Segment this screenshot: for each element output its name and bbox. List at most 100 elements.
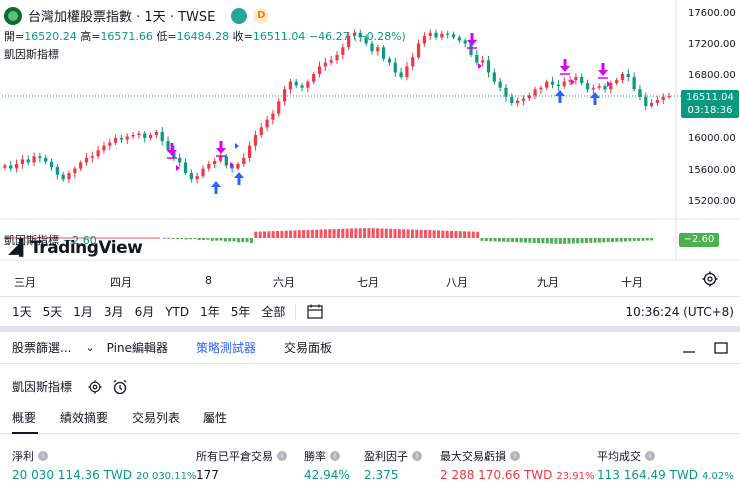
chart-legend: 台灣加權股票指數 · 1天 · TWSE D [4, 6, 270, 25]
tab-strategy-tester[interactable]: 策略測試器 [195, 341, 256, 355]
tf-5y[interactable]: 5年 [230, 305, 251, 319]
oscillator-legend[interactable]: 凱因斯指標 −2.60 [4, 234, 97, 247]
tf-6m[interactable]: 6月 [134, 305, 155, 319]
candle-body [84, 157, 89, 163]
oscillator-bar [624, 238, 628, 242]
tab-trading-panel[interactable]: 交易面板 [283, 341, 332, 355]
candle-body [300, 85, 304, 88]
candle-body [172, 150, 176, 158]
date-range-icon[interactable] [306, 304, 324, 320]
active-tab-indicator [12, 432, 38, 434]
candle-body [615, 80, 619, 84]
oscillator-bar [532, 238, 536, 243]
tf-1d[interactable]: 1天 [12, 305, 32, 319]
signal-marker [478, 63, 482, 69]
sell-signal-arrow [467, 33, 477, 46]
oscillator-bar [302, 230, 306, 238]
tab-pine-editor[interactable]: Pine編輯器 [106, 341, 168, 355]
sell-signal-arrow [216, 141, 226, 154]
candle-body [38, 156, 42, 158]
oscillator-bar [484, 238, 488, 241]
tf-5d[interactable]: 5天 [42, 305, 63, 319]
oscillator-bar [471, 231, 475, 238]
oscillator-bar [263, 231, 266, 238]
tf-3m[interactable]: 3月 [103, 305, 124, 319]
tf-1m[interactable]: 1月 [73, 305, 93, 319]
candle-body [550, 81, 555, 85]
divider [295, 303, 297, 320]
chart-area[interactable]: 台灣加權股票指數 · 1天 · TWSE D 開=16520.24 高=1657… [0, 0, 740, 296]
tab-performance-summary[interactable]: 績效摘要 [60, 411, 109, 425]
candle-body [230, 165, 234, 169]
candle-body [248, 145, 252, 158]
bottom-panel-tabs: 股票篩選... ⌄ Pine編輯器 策略測試器 交易面板 [0, 332, 740, 364]
oscillator-bar [232, 238, 236, 242]
metric-net-profit: 淨利 i 20 030 114.36 TWD 20 030.11% [12, 450, 197, 482]
price-chart[interactable] [0, 0, 740, 296]
oscillator-bar [180, 238, 184, 239]
time-tick: 七月 [357, 276, 379, 289]
candle-body [492, 72, 496, 82]
candle-body [26, 159, 30, 163]
oscillator-bar [219, 238, 223, 241]
oscillator-bar [645, 238, 649, 241]
candle-body [440, 33, 444, 38]
buy-signal-arrow [234, 172, 244, 185]
maximize-icon[interactable] [714, 342, 728, 354]
candle-body [102, 145, 106, 151]
oscillator-bar [641, 238, 645, 241]
tab-trade-list[interactable]: 交易列表 [132, 411, 181, 425]
candle-body [137, 133, 141, 135]
chart-settings-gear-icon[interactable] [702, 271, 718, 287]
time-tick: 六月 [273, 276, 295, 289]
oscillator-bar [354, 228, 358, 238]
candle-body [562, 81, 566, 87]
oscillator-bar [289, 230, 293, 238]
oscillator-bar [454, 230, 458, 238]
oscillator-bar [376, 228, 380, 238]
oscillator-bar [489, 238, 493, 242]
oscillator-bar [580, 238, 584, 244]
candle-body [428, 32, 432, 36]
gear-icon[interactable] [88, 379, 102, 394]
change-value: −46.27 (−0.28%) [308, 30, 406, 43]
candle-body [574, 77, 578, 81]
candle-body [317, 66, 322, 74]
oscillator-bar [197, 238, 201, 241]
clock[interactable]: 10:36:24 (UTC+8) [625, 305, 734, 319]
oscillator-bar [306, 229, 310, 238]
chevron-down-icon[interactable]: ⌄ [85, 341, 95, 354]
price-tick: 16800.00 [688, 70, 736, 81]
oscillator-bar [176, 238, 179, 239]
candle-body [539, 87, 543, 90]
tf-1y[interactable]: 1年 [200, 305, 220, 319]
candle-body [55, 167, 59, 175]
panel-divider[interactable] [0, 326, 740, 332]
strategy-header: 凱因斯指標 [12, 378, 128, 395]
oscillator-bar [284, 230, 288, 238]
oscillator-bar [515, 238, 519, 243]
tab-properties[interactable]: 屬性 [203, 411, 228, 425]
tf-all[interactable]: 全部 [261, 305, 286, 319]
oscillator-bar [241, 238, 245, 243]
candle-body [667, 96, 671, 98]
symbol-title[interactable]: 台灣加權股票指數 · 1天 · TWSE [28, 10, 216, 25]
candle-body [504, 87, 508, 97]
alarm-clock-icon[interactable] [112, 379, 128, 395]
tab-stock-screener[interactable]: 股票篩選... [12, 341, 72, 355]
tab-overview[interactable]: 概要 [12, 411, 37, 425]
oscillator-bar [384, 228, 388, 238]
candle-body [166, 141, 170, 151]
indicator-name[interactable]: 凱因斯指標 [4, 48, 59, 61]
candle-body [242, 157, 246, 164]
tf-ytd[interactable]: YTD [165, 304, 190, 319]
oscillator-bar [397, 229, 401, 238]
oscillator-bar [380, 228, 384, 238]
oscillator-bar [332, 229, 336, 238]
signal-marker [607, 81, 611, 87]
candle-body [79, 162, 83, 169]
minimize-icon[interactable] [682, 342, 696, 354]
candle-body [253, 135, 258, 146]
oscillator-bar [584, 238, 588, 244]
candle-body [329, 60, 333, 63]
